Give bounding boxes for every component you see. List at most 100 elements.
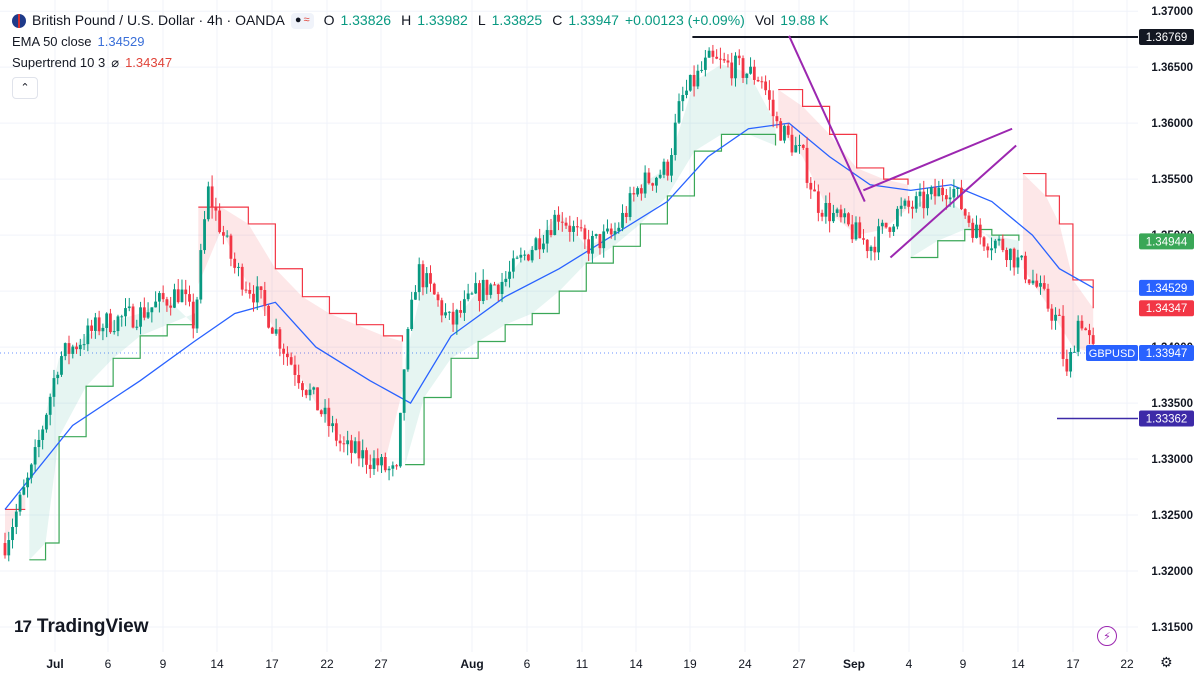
- candle: [617, 222, 621, 234]
- time-tick-label: Sep: [843, 657, 865, 671]
- candle-body: [538, 238, 542, 250]
- drawings[interactable]: [692, 35, 1138, 420]
- candle-body: [730, 62, 734, 79]
- candle-body: [764, 81, 768, 91]
- candle: [809, 177, 813, 199]
- candle-body: [41, 429, 45, 440]
- volume-label: Vol: [754, 12, 775, 28]
- candle-body: [858, 222, 862, 239]
- time-tick-label: 11: [576, 657, 589, 671]
- candle-body: [350, 440, 353, 453]
- candle-body: [199, 250, 203, 300]
- candle-body: [225, 235, 229, 237]
- candle: [191, 293, 195, 339]
- candle-body: [18, 494, 22, 512]
- candle-body: [308, 389, 312, 396]
- candle-body: [210, 186, 214, 208]
- link-icon[interactable]: ● ≈: [290, 12, 314, 29]
- price-labels: 1.36769 1.34944 1.34529 1.34347 1.33947 GBPUS…: [1086, 29, 1194, 427]
- symbol-row[interactable]: British Pound / U.S. Dollar · 4h · OANDA…: [12, 10, 829, 31]
- candle: [308, 383, 312, 401]
- supertrend-legend-row[interactable]: Supertrend 10 3 ⌀ 1.34347: [12, 52, 829, 73]
- candle-body: [1008, 248, 1012, 261]
- candle: [828, 192, 832, 233]
- candle-body: [496, 284, 500, 294]
- candle: [1035, 273, 1039, 289]
- candle-body: [139, 307, 142, 327]
- candle: [1008, 248, 1012, 271]
- supertrend-fill-up: [910, 193, 1019, 264]
- bolt-icon[interactable]: ⚡: [1097, 626, 1117, 646]
- candle: [508, 260, 511, 288]
- candle-body: [956, 187, 960, 189]
- candle-body: [97, 317, 101, 332]
- candle-body: [191, 301, 195, 329]
- candle-body: [854, 222, 858, 240]
- candle: [903, 198, 907, 209]
- candle-body: [587, 239, 591, 254]
- tradingview-logo[interactable]: 17 TradingView: [14, 616, 149, 638]
- time-axis[interactable]: Jul 6 9 14 17 22 27 Aug 6 11 14 19 24 27 Sep 4 9 14 17 22: [0, 652, 1200, 675]
- candle: [730, 52, 734, 86]
- candle: [813, 180, 816, 192]
- ema-legend-row[interactable]: EMA 50 close 1.34529: [12, 31, 829, 52]
- candle-body: [372, 458, 376, 469]
- candle: [372, 450, 376, 475]
- candle: [259, 286, 263, 299]
- candle-body: [831, 212, 835, 222]
- candle-body: [1012, 248, 1016, 268]
- time-tick-label: 17: [265, 657, 279, 671]
- candle: [169, 296, 173, 316]
- supertrend-fill-down: [1022, 173, 1094, 353]
- candle: [485, 279, 489, 301]
- candle-body: [542, 243, 545, 250]
- candle: [301, 380, 304, 397]
- candle: [274, 318, 278, 336]
- candle-body: [478, 283, 481, 301]
- candle: [7, 531, 11, 562]
- candle: [971, 218, 975, 243]
- candle: [847, 212, 850, 227]
- candle-body: [75, 346, 78, 350]
- candle: [391, 461, 395, 477]
- candle: [587, 229, 591, 262]
- price-label-bg: [1139, 29, 1194, 46]
- candle-body: [948, 197, 952, 200]
- candle-body: [274, 329, 278, 334]
- candles[interactable]: [3, 44, 1095, 562]
- candle: [210, 175, 214, 219]
- candle-body: [3, 543, 7, 556]
- high-label: H: [401, 12, 412, 28]
- candle: [677, 93, 681, 124]
- candle: [519, 247, 523, 263]
- candle-body: [877, 226, 880, 253]
- price-axis[interactable]: 1.315001.320001.325001.330001.335001.340…: [1138, 0, 1200, 675]
- candle-body: [896, 208, 899, 227]
- candle-body: [301, 383, 304, 391]
- candle: [481, 269, 485, 305]
- candle: [357, 431, 361, 467]
- candle: [511, 250, 515, 279]
- collapse-legend-button[interactable]: ⌃: [12, 77, 38, 99]
- time-tick-label: 9: [160, 657, 167, 671]
- time-tick-label: Aug: [460, 657, 483, 671]
- change-value: +0.00123 (+0.09%): [624, 12, 745, 28]
- candle: [255, 276, 259, 311]
- candle-body: [67, 343, 71, 354]
- candle-body: [78, 344, 82, 350]
- symbol-title[interactable]: British Pound / U.S. Dollar · 4h · OANDA: [32, 12, 285, 28]
- candle: [376, 448, 380, 472]
- candle: [767, 80, 771, 111]
- candle-body: [7, 540, 11, 556]
- price-label-bg: [1139, 233, 1194, 250]
- gear-icon[interactable]: ⚙: [1160, 654, 1173, 671]
- candle-body: [873, 246, 877, 253]
- candle: [922, 180, 926, 219]
- price-label-bg: [1139, 345, 1194, 362]
- candle-body: [255, 286, 259, 303]
- candle-body: [899, 205, 903, 209]
- candle-body: [820, 212, 824, 217]
- price-label-text: 1.36769: [1146, 32, 1188, 44]
- candle: [353, 437, 357, 454]
